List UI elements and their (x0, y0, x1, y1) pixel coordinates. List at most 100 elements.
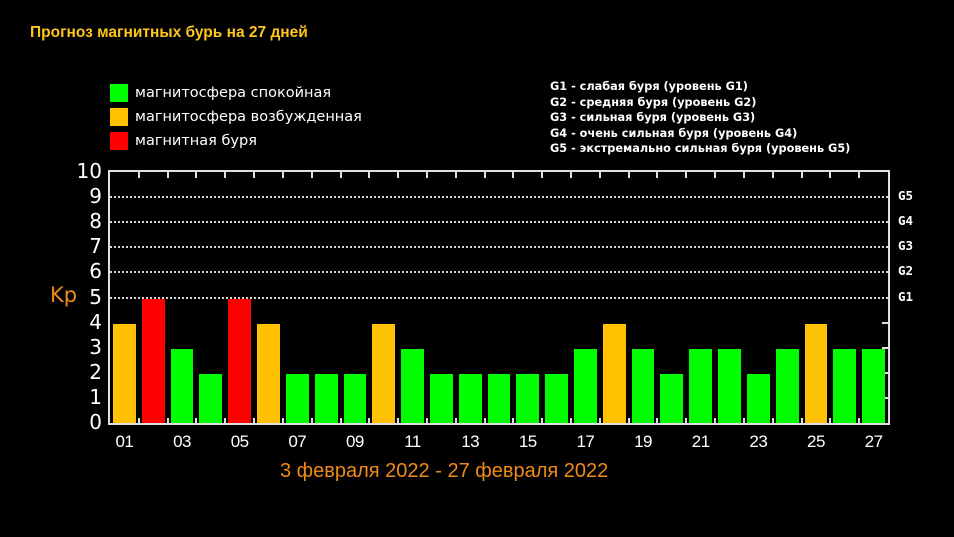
right-tick (882, 321, 888, 324)
legend-label: магнитосфера возбужденная (135, 109, 362, 125)
bottom-tick (714, 418, 717, 423)
gridline (110, 271, 888, 274)
gridline (110, 246, 888, 249)
active-swatch-icon (110, 108, 128, 126)
bar-day-18 (602, 323, 626, 423)
y-tick-label: 3 (89, 334, 102, 359)
top-tick (714, 172, 717, 178)
x-tick-label: 27 (864, 432, 883, 451)
x-tick-label: 19 (634, 432, 653, 451)
legend-item-active: магнитосфера возбужденная (110, 105, 362, 129)
x-tick-label: 17 (576, 432, 595, 451)
bottom-tick (195, 418, 198, 423)
right-tick (882, 371, 888, 374)
legend-item-storm: магнитная буря (110, 129, 362, 153)
bar-day-13 (458, 373, 482, 423)
right-tick (882, 346, 888, 349)
y-tick-label: 10 (76, 159, 102, 183)
bar-day-04 (199, 373, 223, 423)
y-tick-label: 4 (89, 309, 102, 334)
gridline (110, 196, 888, 199)
x-tick-label: 11 (404, 432, 421, 451)
top-tick (368, 172, 371, 178)
bar-day-22 (718, 348, 741, 423)
bar-day-25 (804, 323, 828, 423)
bar-day-03 (170, 348, 194, 423)
bottom-tick (224, 418, 227, 423)
storm-swatch-icon (110, 132, 128, 150)
top-tick (656, 172, 659, 178)
g-tick-label: G5 (898, 188, 914, 204)
bar-day-23 (746, 373, 770, 423)
status-legend: магнитосфера спокойная магнитосфера возб… (110, 81, 362, 153)
bottom-tick (137, 418, 140, 423)
legend-label: магнитная буря (135, 133, 257, 149)
bar-day-17 (574, 348, 597, 423)
x-tick-label: 09 (345, 432, 364, 451)
y-axis-label: Kp (50, 283, 78, 307)
page-title: Прогноз магнитных бурь на 27 дней (30, 24, 308, 41)
bar-day-07 (285, 373, 309, 423)
bottom-tick (541, 418, 544, 423)
top-tick (598, 172, 601, 178)
bar-day-05 (228, 298, 252, 423)
top-tick (829, 172, 832, 178)
bar-day-10 (372, 323, 396, 423)
bottom-tick (800, 418, 803, 423)
top-tick (512, 172, 515, 178)
top-tick (570, 172, 573, 178)
legend-item-quiet: магнитосфера спокойная (110, 81, 362, 105)
top-tick (253, 172, 256, 178)
top-tick (685, 172, 688, 178)
date-range: 3 февраля 2022 - 27 февраля 2022 (280, 460, 609, 482)
gridline (110, 221, 888, 224)
bar-day-15 (516, 373, 540, 423)
y-tick-label: 8 (89, 209, 102, 234)
top-tick (166, 172, 169, 178)
bar-day-26 (833, 348, 857, 423)
top-tick (771, 172, 774, 178)
g-tick-label: G2 (898, 263, 914, 279)
bar-day-11 (401, 348, 424, 423)
g-tick-label: G1 (898, 288, 914, 304)
bottom-tick (454, 418, 457, 423)
plot-area (108, 170, 890, 425)
bottom-tick (771, 418, 774, 423)
bar-day-24 (775, 348, 799, 423)
bottom-tick (425, 418, 428, 423)
bottom-tick (656, 418, 659, 423)
bottom-tick (598, 418, 601, 423)
bar-day-01 (113, 323, 136, 423)
bar-day-02 (141, 298, 165, 423)
bottom-tick (742, 418, 745, 423)
top-tick (483, 172, 486, 178)
x-tick-label: 23 (749, 432, 768, 451)
storm-level-legend: G1 - слабая буря (уровень G1) G2 - средн… (550, 79, 850, 157)
bar-day-27 (862, 348, 885, 423)
top-tick (541, 172, 544, 178)
top-tick (195, 172, 198, 178)
storm-level-g5: G5 - экстремально сильная буря (уровень … (550, 142, 851, 155)
y-tick-label: 9 (89, 184, 102, 209)
quiet-swatch-icon (110, 84, 128, 102)
bottom-tick (685, 418, 688, 423)
bar-day-14 (487, 373, 511, 423)
bottom-tick (483, 418, 486, 423)
bar-day-16 (545, 373, 569, 423)
y-tick-label: 2 (89, 359, 102, 384)
bottom-tick (570, 418, 573, 423)
right-tick (882, 396, 888, 399)
x-tick-label: 07 (288, 432, 307, 451)
bar-day-12 (429, 373, 453, 423)
top-tick (224, 172, 227, 178)
storm-level-g3: G3 - сильная буря (уровень G3) (550, 111, 756, 124)
bottom-tick (310, 418, 313, 423)
x-tick-label: 21 (691, 432, 710, 451)
bottom-tick (339, 418, 342, 423)
g-tick-label: G4 (898, 213, 914, 229)
y-tick-label: 5 (89, 284, 102, 309)
x-tick-label: 03 (173, 432, 191, 451)
top-tick (310, 172, 313, 178)
bottom-tick (829, 418, 832, 423)
storm-level-g2: G2 - средняя буря (уровень G2) (550, 95, 757, 109)
